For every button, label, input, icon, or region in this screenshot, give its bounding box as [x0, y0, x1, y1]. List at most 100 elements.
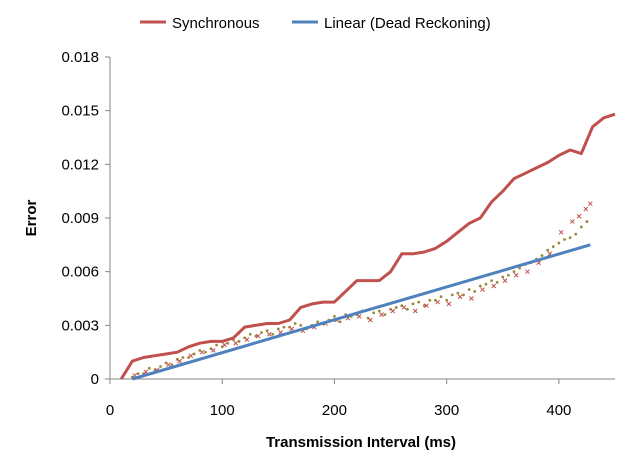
scatter-point — [557, 241, 561, 245]
scatter-point-x — [244, 337, 250, 342]
scatter-point-x — [424, 303, 429, 309]
scatter-point — [445, 298, 449, 302]
scatter-point — [383, 313, 387, 316]
x-tick-label: 300 — [434, 402, 459, 419]
x-tick-label: 400 — [546, 402, 571, 419]
scatter-point — [563, 238, 566, 241]
scatter-point-x — [267, 331, 272, 337]
scatter-point-x — [210, 348, 216, 353]
scatter-point — [568, 236, 572, 240]
scatter-point — [467, 288, 471, 291]
scatter-point-x — [435, 299, 441, 305]
scatter-point-x — [587, 201, 593, 207]
scatter-point — [450, 293, 454, 297]
axes — [109, 57, 615, 380]
scatter-point — [159, 365, 162, 368]
scatter-point-x — [558, 229, 564, 235]
scatter-point — [299, 323, 303, 327]
scatter-point-x — [583, 206, 589, 212]
scatter-point — [181, 356, 185, 359]
scatter-point-x — [401, 305, 407, 310]
y-axis-title: Error — [23, 200, 40, 237]
scatter-point — [338, 320, 342, 324]
y-tick-label: 0.003 — [61, 317, 99, 334]
scatter-point — [293, 322, 297, 325]
scatter-point — [422, 304, 426, 308]
scatter-point — [271, 332, 275, 336]
scatter-point — [276, 327, 280, 331]
scatter-point-x — [502, 278, 508, 283]
scatter-point — [248, 332, 252, 336]
scatter-point-x — [576, 213, 582, 219]
x-tick-label: 200 — [322, 402, 347, 419]
scatter-point-x — [513, 272, 519, 278]
scatter-point — [585, 220, 589, 223]
scatter-point — [192, 352, 196, 356]
scatter-point-x — [177, 358, 182, 364]
scatter-point-x — [457, 294, 463, 300]
x-tick-label: 100 — [210, 402, 235, 419]
scatter-point — [484, 282, 488, 286]
legend: Synchronous Linear (Dead Reckoning) — [140, 15, 491, 32]
scatter-point — [215, 343, 219, 347]
scatter-point-x — [166, 362, 171, 368]
scatter-point-x — [199, 349, 205, 355]
scatter-point-x — [255, 333, 261, 339]
scatter-point-x — [233, 340, 239, 346]
scatter-point — [478, 284, 482, 288]
y-tick-label: 0.006 — [61, 264, 99, 281]
x-ticks: 0 100 200 300 400 — [106, 379, 571, 419]
scatter-point — [237, 340, 241, 343]
scatter-point-x — [469, 296, 474, 301]
scatter-point — [540, 254, 544, 257]
scatter-point — [226, 341, 230, 345]
legend-label-linear: Linear (Dead Reckoning) — [324, 15, 491, 32]
y-ticks: 0 0.003 0.006 0.009 0.012 0.015 0.018 — [61, 49, 110, 388]
scatter-point — [405, 307, 409, 311]
scatter-point — [546, 248, 550, 252]
x-tick-label: 0 — [106, 402, 114, 419]
scatter-point — [372, 311, 376, 315]
scatter-point — [282, 325, 286, 329]
scatter-point — [551, 245, 555, 249]
scatter-point — [260, 331, 263, 334]
scatter-point-x — [390, 308, 396, 314]
scatter-point — [417, 300, 421, 304]
scatter-point — [501, 275, 505, 279]
scatter-point-x — [480, 287, 485, 292]
scatter-point — [456, 291, 460, 295]
scatter-point — [579, 225, 583, 229]
scatter-point — [316, 320, 320, 324]
y-tick-label: 0.009 — [61, 210, 99, 227]
scatter-point — [265, 329, 269, 333]
scatter-point — [428, 298, 432, 302]
legend-label-synchronous: Synchronous — [172, 15, 260, 32]
line-layer — [119, 112, 616, 381]
scatter-point — [333, 314, 336, 318]
x-axis-title: Transmission Interval (ms) — [266, 434, 456, 451]
scatter-point — [147, 366, 151, 370]
scatter-point — [518, 266, 522, 270]
y-tick-label: 0.018 — [61, 49, 99, 66]
scatter-point — [473, 289, 477, 293]
scatter-point — [574, 232, 578, 236]
y-tick-label: 0.012 — [61, 156, 99, 173]
scatter-point — [254, 334, 258, 338]
series-line-linear — [131, 243, 591, 381]
scatter-point-x — [222, 342, 227, 348]
scatter-point — [203, 350, 207, 354]
scatter-point-x — [379, 312, 384, 317]
scatter-point — [462, 293, 465, 297]
scatter-point — [394, 306, 398, 309]
scatter-point-x — [356, 314, 362, 319]
scatter-point — [439, 295, 443, 299]
scatter-point — [136, 372, 140, 376]
scatter-point — [490, 279, 493, 283]
scatter-point-x — [412, 308, 418, 314]
y-tick-label: 0.015 — [61, 103, 99, 120]
series-line-synchronous — [119, 112, 616, 380]
scatter-point — [170, 363, 174, 367]
scatter-point — [512, 270, 516, 274]
scatter-point-x — [491, 283, 497, 289]
